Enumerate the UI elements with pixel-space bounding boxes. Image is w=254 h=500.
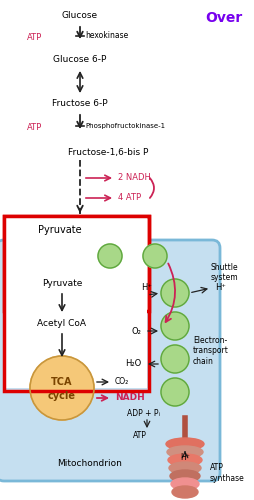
Ellipse shape <box>165 438 203 450</box>
Text: Acetyl CoA: Acetyl CoA <box>37 318 86 328</box>
Text: Electron-
transport
chain: Electron- transport chain <box>192 336 228 366</box>
Text: Shuttle
system: Shuttle system <box>210 263 238 282</box>
FancyBboxPatch shape <box>6 218 146 388</box>
Text: Mitochondrion: Mitochondrion <box>57 458 122 468</box>
Text: NADH: NADH <box>115 394 144 402</box>
Text: Glucose 6-P: Glucose 6-P <box>53 56 106 64</box>
Ellipse shape <box>169 470 199 482</box>
Text: H⁺: H⁺ <box>141 284 152 292</box>
Circle shape <box>142 244 166 268</box>
Text: Over: Over <box>204 11 241 25</box>
Text: ATP: ATP <box>27 124 42 132</box>
Text: ATP
synthase: ATP synthase <box>209 464 244 482</box>
Ellipse shape <box>168 462 200 474</box>
Text: cycle: cycle <box>48 391 76 401</box>
Text: O₂: O₂ <box>131 326 140 336</box>
FancyBboxPatch shape <box>0 240 219 481</box>
Text: H₂O: H₂O <box>124 360 140 368</box>
Text: Pyruvate: Pyruvate <box>38 225 82 235</box>
Circle shape <box>30 356 94 420</box>
Text: H⁺: H⁺ <box>214 284 225 292</box>
Text: ATP: ATP <box>133 430 146 440</box>
Circle shape <box>160 279 188 307</box>
Text: Phosphofructokinase-1: Phosphofructokinase-1 <box>85 123 165 129</box>
Text: hexokinase: hexokinase <box>85 32 128 40</box>
Ellipse shape <box>166 446 202 458</box>
Text: TCA: TCA <box>51 377 72 387</box>
Circle shape <box>160 345 188 373</box>
Circle shape <box>160 312 188 340</box>
Ellipse shape <box>167 454 201 466</box>
Ellipse shape <box>170 478 198 490</box>
Text: 2 NADH: 2 NADH <box>118 174 150 182</box>
Circle shape <box>98 244 121 268</box>
Text: H⁺: H⁺ <box>179 454 189 462</box>
Text: Fructose-1,6-bis P: Fructose-1,6-bis P <box>68 148 148 156</box>
Text: Pyruvate: Pyruvate <box>42 278 82 287</box>
Text: Fructose 6-P: Fructose 6-P <box>52 100 107 108</box>
Circle shape <box>160 378 188 406</box>
Text: ADP + Pᵢ: ADP + Pᵢ <box>127 408 159 418</box>
Text: CO₂: CO₂ <box>115 378 129 386</box>
FancyBboxPatch shape <box>4 216 148 311</box>
Text: Glucose: Glucose <box>62 12 98 20</box>
Text: 4 ATP: 4 ATP <box>118 194 140 202</box>
Ellipse shape <box>171 486 197 498</box>
Text: ATP: ATP <box>27 34 42 42</box>
